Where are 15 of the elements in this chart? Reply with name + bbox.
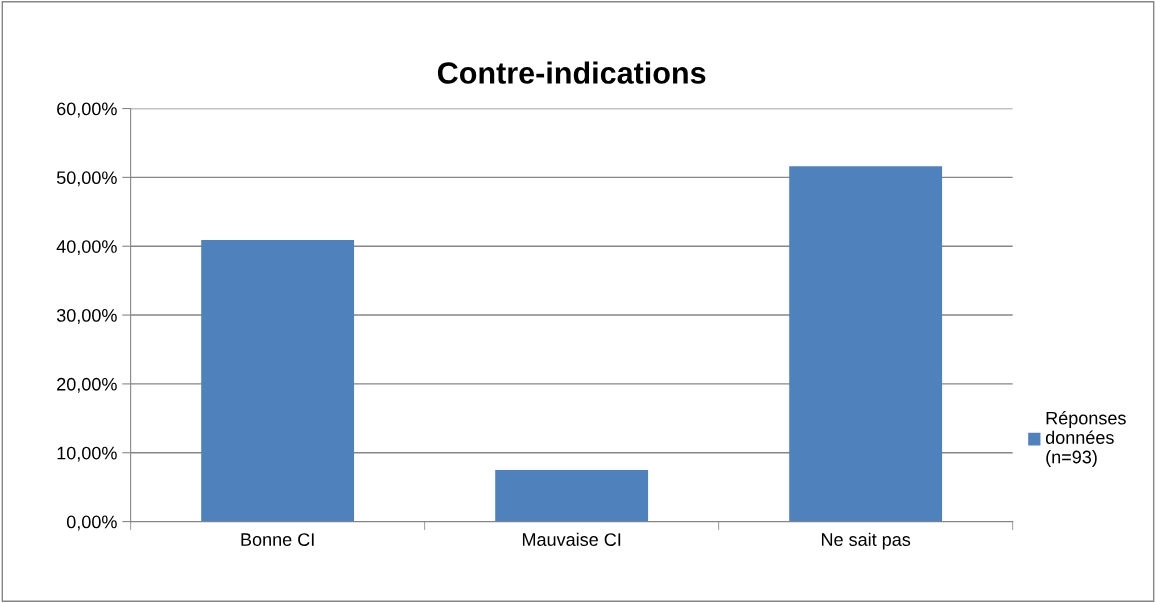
y-tick-label: 0,00%	[66, 515, 117, 531]
x-tick-label: Mauvaise CI	[522, 532, 621, 546]
y-tick-label: 50,00%	[56, 171, 117, 187]
y-tick-label: 30,00%	[56, 309, 117, 324]
y-tick-label: 20,00%	[57, 377, 117, 393]
bar	[495, 469, 649, 522]
chart-title: Contre-indications	[437, 61, 706, 84]
bar	[789, 166, 943, 522]
y-tick-label: 40,00%	[56, 240, 117, 256]
y-tick-label: 60,00%	[57, 102, 117, 118]
bar	[201, 240, 355, 522]
legend-label: Réponses données (n=93)	[1045, 411, 1126, 467]
x-tick-label: Ne sait pas	[821, 532, 911, 550]
y-tick-label: 10,00%	[57, 446, 117, 462]
x-tick-label: Bonne CI	[241, 533, 314, 546]
